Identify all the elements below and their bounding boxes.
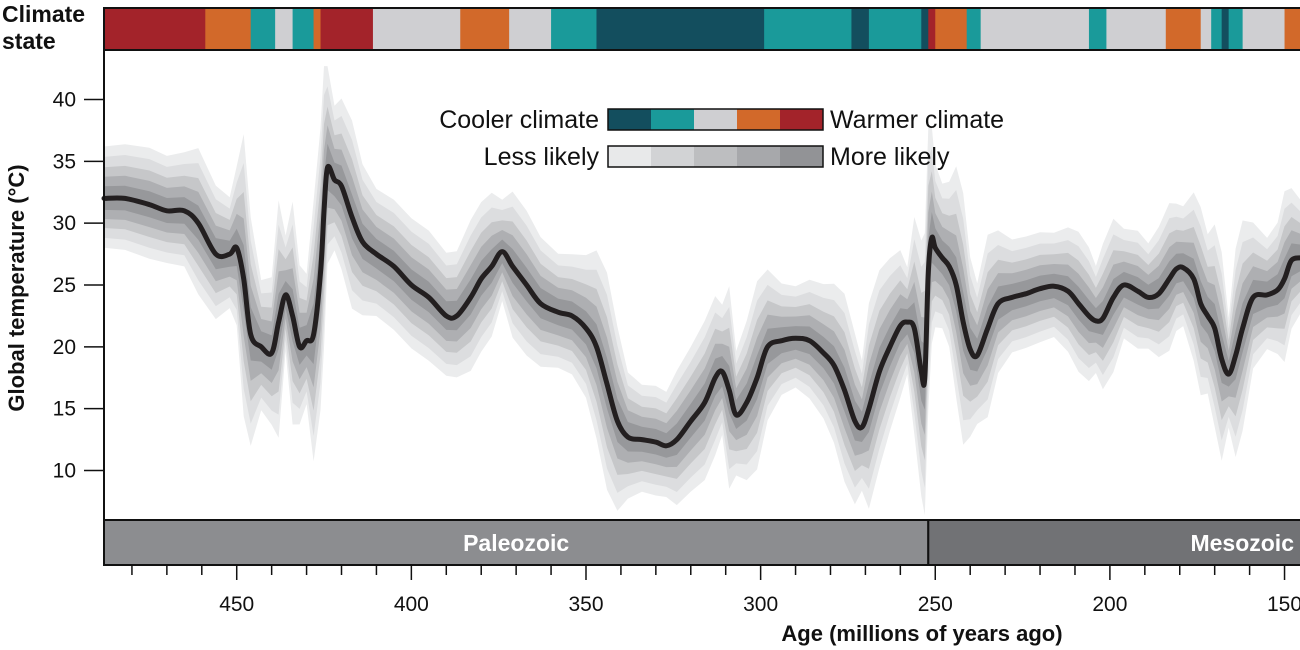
legend-cooler-label: Cooler climate — [439, 106, 599, 134]
climate-state-segment — [1284, 8, 1300, 50]
climate-state-segment — [1211, 8, 1223, 50]
legend: Cooler climate Warmer climate Less likel… — [439, 106, 1004, 171]
climate-state-label-line2: state — [2, 28, 56, 54]
climate-state-segment — [980, 8, 1090, 50]
era-label: Paleozoic — [463, 530, 569, 556]
legend-likelihood-swatch — [780, 146, 823, 167]
climate-state-strip-border — [103, 7, 1300, 51]
x-tick-label: 200 — [1092, 593, 1127, 616]
climate-state-segment — [1200, 8, 1212, 50]
climate-state-segment — [928, 8, 936, 50]
x-tick-label: 350 — [568, 593, 603, 616]
climate-state-segment — [1228, 8, 1244, 50]
legend-likelihood-swatch — [608, 146, 651, 167]
legend-less-label: Less likely — [484, 143, 600, 171]
y-tick-label: 20 — [53, 336, 76, 359]
climate-state-segment — [250, 8, 276, 50]
legend-likelihood-border — [607, 145, 824, 168]
legend-climate-swatch — [737, 109, 780, 130]
climate-state-segment — [372, 8, 461, 50]
climate-state-segment — [104, 8, 206, 50]
climate-state-strip — [104, 8, 1300, 50]
climate-state-segment — [460, 8, 510, 50]
era-segment — [927, 519, 1300, 566]
climate-state-segment — [551, 8, 597, 50]
legend-climate-swatch — [608, 109, 651, 130]
y-tick-label: 15 — [53, 398, 76, 421]
era-label: Mesozoic — [1190, 530, 1294, 556]
legend-likelihood-swatch — [651, 146, 694, 167]
y-axis-label: Global temperature (°C) — [4, 164, 29, 411]
temperature-line — [101, 163, 1300, 449]
uncertainty-band — [104, 143, 1300, 458]
climate-state-segment — [966, 8, 982, 50]
y-tick-label: 35 — [53, 150, 76, 173]
era-bar: Paleozoic Mesozoic — [103, 519, 1300, 566]
legend-likelihood-swatch — [737, 146, 780, 167]
legend-likelihood-swatch — [694, 146, 737, 167]
x-tick-label: 300 — [743, 593, 778, 616]
climate-state-segment — [292, 8, 315, 50]
climate-state-segment — [1088, 8, 1107, 50]
climate-state-segment — [921, 8, 929, 50]
y-tick-label: 25 — [53, 274, 76, 297]
climate-state-segment — [764, 8, 852, 50]
legend-climate-scale — [607, 108, 824, 131]
climate-state-segment — [596, 8, 765, 50]
climate-state-segment — [1165, 8, 1202, 50]
legend-climate-swatch — [651, 109, 694, 130]
legend-climate-swatch — [694, 109, 737, 130]
y-tick-label: 40 — [53, 88, 76, 111]
x-tick-label: 450 — [219, 593, 254, 616]
climate-state-segment — [1106, 8, 1167, 50]
legend-more-label: More likely — [830, 143, 950, 171]
x-axis-ticks: 450 400 350 300 250 200 150 — [131, 565, 1300, 616]
climate-state-segment — [868, 8, 922, 50]
legend-likelihood-scale — [607, 145, 824, 168]
x-tick-label: 400 — [394, 593, 429, 616]
legend-climate-swatch — [780, 109, 823, 130]
climate-state-segment — [509, 8, 552, 50]
climate-state-segment — [1221, 8, 1230, 50]
climate-state-segment — [205, 8, 252, 50]
climate-state-segment — [320, 8, 374, 50]
legend-warmer-label: Warmer climate — [830, 106, 1004, 134]
x-tick-label: 150 — [1267, 593, 1300, 616]
legend-climate-border — [607, 108, 824, 131]
x-tick-label: 250 — [918, 593, 953, 616]
climate-state-segment — [275, 8, 294, 50]
climate-state-segment — [851, 8, 870, 50]
y-tick-label: 10 — [53, 460, 76, 483]
y-tick-label: 30 — [53, 212, 76, 235]
y-axis-ticks: 10 15 20 25 30 35 40 — [53, 88, 104, 483]
climate-state-segment — [935, 8, 968, 50]
climate-state-label-line1: Climate — [2, 1, 85, 27]
x-axis-label: Age (millions of years ago) — [781, 621, 1062, 646]
climate-state-segment — [313, 8, 322, 50]
climate-state-segment — [1242, 8, 1286, 50]
